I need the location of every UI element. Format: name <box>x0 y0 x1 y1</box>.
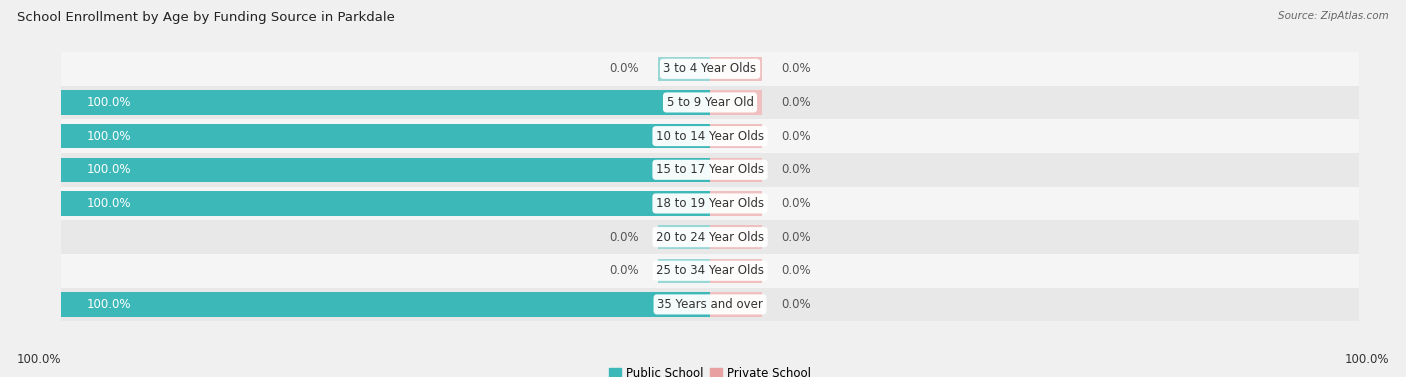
Text: 0.0%: 0.0% <box>782 130 811 143</box>
Bar <box>710 292 762 317</box>
Bar <box>710 90 762 115</box>
Text: 0.0%: 0.0% <box>609 264 638 277</box>
Bar <box>710 192 762 216</box>
Bar <box>60 124 710 148</box>
Bar <box>60 187 1360 220</box>
Bar <box>60 158 710 182</box>
Text: 100.0%: 100.0% <box>87 197 131 210</box>
Text: 25 to 34 Year Olds: 25 to 34 Year Olds <box>657 264 763 277</box>
Text: 0.0%: 0.0% <box>782 231 811 244</box>
Text: 0.0%: 0.0% <box>782 298 811 311</box>
Text: 100.0%: 100.0% <box>87 298 131 311</box>
Legend: Public School, Private School: Public School, Private School <box>605 362 815 377</box>
Text: 100.0%: 100.0% <box>1344 353 1389 366</box>
Bar <box>60 192 710 216</box>
Bar <box>658 57 710 81</box>
Text: 3 to 4 Year Olds: 3 to 4 Year Olds <box>664 62 756 75</box>
Bar <box>710 158 762 182</box>
Text: 10 to 14 Year Olds: 10 to 14 Year Olds <box>657 130 763 143</box>
Text: 0.0%: 0.0% <box>782 197 811 210</box>
Text: 20 to 24 Year Olds: 20 to 24 Year Olds <box>657 231 763 244</box>
Bar <box>710 124 762 148</box>
Bar <box>60 153 1360 187</box>
Text: 0.0%: 0.0% <box>609 231 638 244</box>
Text: 100.0%: 100.0% <box>87 130 131 143</box>
Text: 18 to 19 Year Olds: 18 to 19 Year Olds <box>657 197 763 210</box>
Bar <box>658 225 710 249</box>
Text: 0.0%: 0.0% <box>782 62 811 75</box>
Text: 0.0%: 0.0% <box>782 163 811 176</box>
Bar <box>658 259 710 283</box>
Bar <box>60 90 710 115</box>
Bar <box>60 119 1360 153</box>
Text: 0.0%: 0.0% <box>782 264 811 277</box>
Text: 0.0%: 0.0% <box>609 62 638 75</box>
Text: 100.0%: 100.0% <box>87 163 131 176</box>
Bar <box>60 288 1360 321</box>
Text: Source: ZipAtlas.com: Source: ZipAtlas.com <box>1278 11 1389 21</box>
Text: 100.0%: 100.0% <box>87 96 131 109</box>
Bar <box>710 225 762 249</box>
Text: 5 to 9 Year Old: 5 to 9 Year Old <box>666 96 754 109</box>
Text: School Enrollment by Age by Funding Source in Parkdale: School Enrollment by Age by Funding Sour… <box>17 11 395 24</box>
Text: 100.0%: 100.0% <box>17 353 62 366</box>
Bar <box>60 52 1360 86</box>
Bar <box>710 259 762 283</box>
Text: 15 to 17 Year Olds: 15 to 17 Year Olds <box>657 163 763 176</box>
Text: 35 Years and over: 35 Years and over <box>657 298 763 311</box>
Bar <box>710 57 762 81</box>
Text: 0.0%: 0.0% <box>782 96 811 109</box>
Bar <box>60 220 1360 254</box>
Bar <box>60 292 710 317</box>
Bar <box>60 86 1360 119</box>
Bar <box>60 254 1360 288</box>
